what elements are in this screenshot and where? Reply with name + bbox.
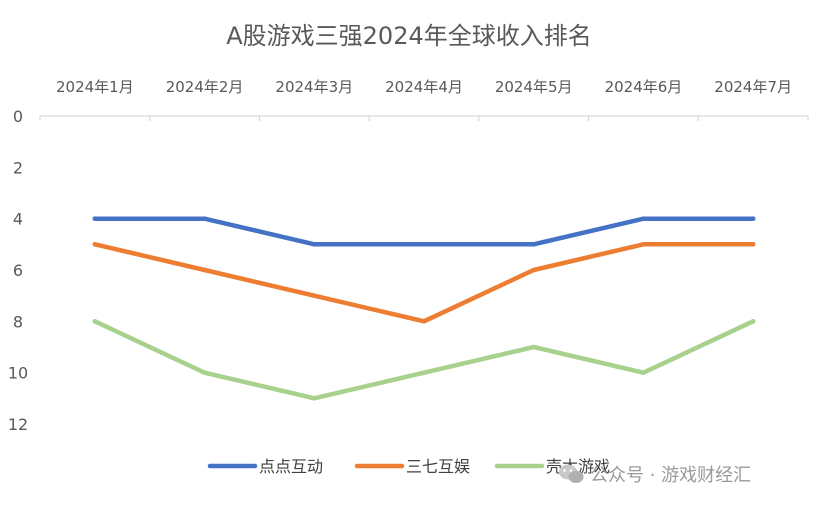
series-line bbox=[92, 242, 756, 324]
data-point bbox=[531, 344, 537, 350]
x-tick-label: 2024年3月 bbox=[275, 78, 353, 96]
data-point bbox=[750, 216, 756, 221]
y-tick-label: 12 bbox=[8, 415, 28, 434]
data-point bbox=[421, 242, 427, 247]
data-point bbox=[202, 267, 207, 273]
data-point bbox=[311, 396, 317, 401]
data-point bbox=[92, 319, 98, 324]
x-tick-label: 2024年6月 bbox=[605, 78, 683, 96]
data-point bbox=[641, 242, 646, 247]
series-line bbox=[92, 216, 756, 247]
data-point bbox=[641, 216, 646, 221]
wechat-icon bbox=[559, 464, 584, 483]
legend: 点点互动 三七互娱 壳木游戏 bbox=[207, 457, 610, 476]
data-point bbox=[202, 216, 207, 221]
data-point bbox=[92, 216, 98, 221]
x-axis: 2024年1月 2024年2月 2024年3月 2024年4月 2024年5月 2024年… bbox=[39, 78, 809, 121]
data-point bbox=[421, 319, 427, 324]
data-point bbox=[750, 242, 756, 247]
data-point bbox=[421, 370, 427, 375]
y-tick-label: 10 bbox=[8, 364, 28, 383]
chart-title: A股游戏三强2024年全球收入排名 bbox=[226, 22, 592, 50]
data-point bbox=[311, 242, 317, 247]
y-tick-label: 6 bbox=[13, 261, 23, 280]
legend-label: 点点互动 bbox=[259, 457, 323, 476]
watermark-text: 公众号 · 游戏财经汇 bbox=[590, 465, 751, 486]
y-tick-label: 8 bbox=[13, 312, 23, 331]
data-point bbox=[202, 370, 207, 375]
x-tick-label: 2024年7月 bbox=[714, 78, 792, 96]
data-point bbox=[750, 319, 756, 324]
plot-area bbox=[92, 216, 756, 401]
x-tick-label: 2024年1月 bbox=[56, 78, 134, 96]
data-point bbox=[92, 242, 98, 247]
legend-label: 三七互娱 bbox=[406, 457, 470, 476]
x-tick-label: 2024年5月 bbox=[495, 78, 573, 96]
y-axis: 0 2 4 6 8 10 12 bbox=[8, 107, 28, 434]
y-tick-label: 0 bbox=[13, 107, 23, 126]
data-point bbox=[531, 242, 537, 247]
x-tick-label: 2024年2月 bbox=[166, 78, 244, 96]
series-line bbox=[92, 319, 756, 401]
data-point bbox=[641, 370, 646, 375]
y-tick-label: 2 bbox=[13, 158, 23, 177]
data-point bbox=[531, 267, 537, 273]
watermark: 公众号 · 游戏财经汇 bbox=[559, 464, 751, 486]
y-tick-label: 4 bbox=[13, 210, 23, 229]
x-tick-label: 2024年4月 bbox=[385, 78, 463, 96]
data-point bbox=[311, 293, 317, 298]
